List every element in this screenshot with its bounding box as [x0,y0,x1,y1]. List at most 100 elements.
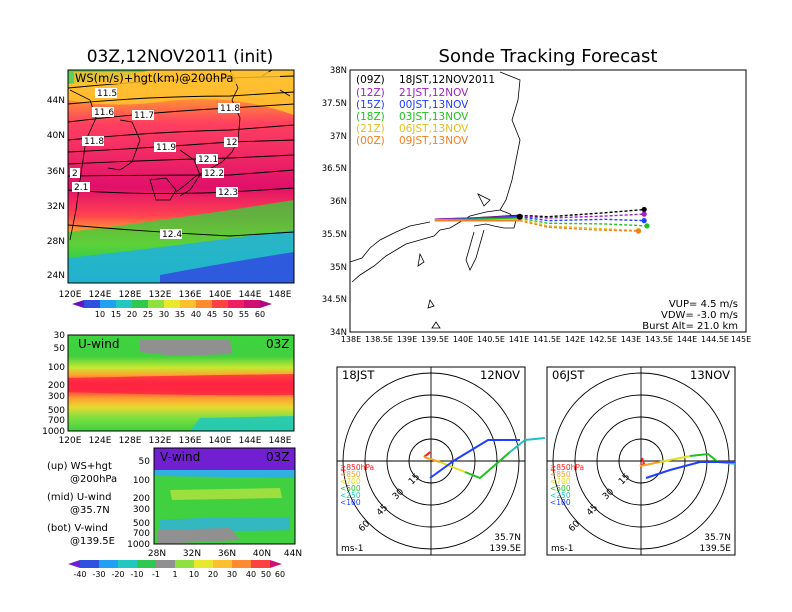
left-title: 03Z,12NOV2011 (init) [87,47,274,67]
map-lat-tick: 36N [47,167,65,177]
track-series-group [434,206,650,234]
hodo-right-level: <850 [550,470,571,479]
ws-cb-label: 15 [111,310,121,319]
map-lon-tick: 148E [269,290,292,300]
hodo-right-level: ≧850hPa [550,463,584,472]
hodo-left-time: 18JST [342,368,375,382]
legend-z-3: (18Z) [356,111,385,123]
note-mid2: @35.7N [70,505,110,516]
track-lat-tick: 37N [330,132,347,142]
track-descent-line-0 [519,208,645,218]
hodo-left-level: <850 [340,470,361,479]
hodo-right-level: <500 [550,484,571,493]
legend-z-5: (00Z) [356,135,385,147]
track-landing-point-3 [644,223,650,229]
legend-z-2: (15Z) [356,99,385,111]
track-lat-tick: 35.5N [322,230,347,240]
contour-label: 12 [226,138,237,148]
legend-jst-3: 03JST,13NOV [399,111,469,123]
sonde-params: VUP= 4.5 m/s VDW= -3.0 m/s Burst Alt= 21… [642,299,738,332]
legend-jst-5: 09JST,13NOV [399,135,469,147]
right-title: Sonde Tracking Forecast [439,46,658,67]
vwind-label: V-wind [160,450,200,464]
contour-label: 11.6 [94,108,114,118]
ws-cb-label: 40 [191,310,201,319]
track-lon-tick: 144.5E [701,335,729,344]
param-vup: VUP= 4.5 m/s [669,299,738,310]
map-lon-tick: 120E [59,290,82,300]
track-lat-tick: 34.5N [322,295,347,305]
hodo-right-time: 06JST [552,368,585,382]
ws-map-panel: WS(m/s)+hgt(km)@200hPa 11.5 11.6 11.7 11… [47,69,295,300]
ws-cb-label: 25 [143,310,153,319]
contour-label: 12.2 [204,169,224,179]
vwind-p-tick: 100 [133,476,150,486]
legend-jst-2: 00JST,13NOV [399,99,469,111]
contour-labels: 11.5 11.6 11.7 11.8 11.8 11.9 12 12.1 12… [70,88,240,240]
hodo-left-level: <500 [340,484,361,493]
wind-cb-label: 60 [275,570,285,579]
wind-cb-label: -30 [92,570,105,579]
vwind-time: 03Z [266,450,290,464]
contour-label: 11.9 [156,143,176,153]
vwind-p-tick: 1000 [127,540,150,550]
hodo-left-level: ≧850hPa [340,463,374,472]
track-lon-tick: 140E [453,335,473,344]
track-lon-tick: 143E [621,335,641,344]
contour-label: 11.8 [220,104,240,114]
uwind-p-tick: 30 [54,331,66,341]
ws-cb-label: 35 [175,310,185,319]
ws-cb-label: 60 [255,310,265,319]
track-lon-tick: 138.5E [365,335,393,344]
vwind-p-tick: 500 [133,519,150,529]
legend-notes: (up) WS+hgt @200hPa (mid) U-wind @35.7N … [47,461,117,547]
hodo-right-level: <250 [550,491,571,500]
map-lat-tick: 44N [47,96,65,106]
track-lon-tick: 143.5E [645,335,673,344]
map-lat-tick: 24N [47,271,65,281]
vwind-panel: V-wind 03Z 50 100 200 300 500 700 1000 2… [127,447,302,559]
ws-cb-label: 30 [159,310,169,319]
hodo-left-lon: 139.5E [490,544,522,554]
uwind-p-tick: 700 [48,416,65,426]
track-burst-point [516,213,523,220]
ws-cb-label: 50 [223,310,233,319]
map-lon-tick: 144E [239,290,262,300]
legend-jst-4: 06JST,13NOV [399,123,469,135]
legend-z-1: (12Z) [356,87,385,99]
uwind-lon-tick: 124E [89,436,112,446]
wind-cb-label: -40 [73,570,86,579]
track-lon-tick: 139E [397,335,417,344]
contour-label: 12.3 [218,188,238,198]
vwind-p-tick: 300 [133,505,150,515]
wind-cb-label: 20 [208,570,218,579]
contour-label: 2.1 [74,183,88,193]
hodo-right-date: 13NOV [690,368,730,382]
hodograph-left: 18JST 12NOV 15 30 45 60 ≧850hPa <850 <70… [336,366,546,556]
note-mid: (mid) U-wind [47,492,111,503]
track-descent-line-1 [519,213,645,219]
param-vdw: VDW= -3.0 m/s [661,310,738,321]
uwind-panel: U-wind 03Z 30 50 100 200 300 500 700 100… [42,331,295,446]
map-panel-label: WS(m/s)+hgt(km)@200hPa [75,71,233,85]
vwind-lat-tick: 28N [148,549,166,559]
ws-cb-label: 20 [127,310,137,319]
hodograph-right: 06JST 13NOV 15 30 45 60 ≧850hPa <850 <70… [546,366,736,556]
uwind-p-tick: 500 [48,406,65,416]
uwind-lon-tick: 140E [209,436,232,446]
contour-label: 12.1 [198,155,218,165]
track-landing-point-0 [641,206,647,213]
legend-z-0: (09Z) [356,74,385,86]
uwind-lon-tick: 132E [149,436,172,446]
track-lon-tick: 145E [731,335,751,344]
track-lat-tick: 37.5N [322,99,347,109]
hodo-left-unit: ms-1 [341,544,363,554]
vwind-lat-tick: 32N [183,549,201,559]
note-bot: (bot) V-wind [47,523,108,534]
uwind-time: 03Z [266,337,290,351]
hodo-right-unit: ms-1 [551,544,573,554]
track-lon-tick: 141.5E [533,335,561,344]
track-landing-point-5 [635,228,642,234]
ws-cb-label: 10 [95,310,105,319]
